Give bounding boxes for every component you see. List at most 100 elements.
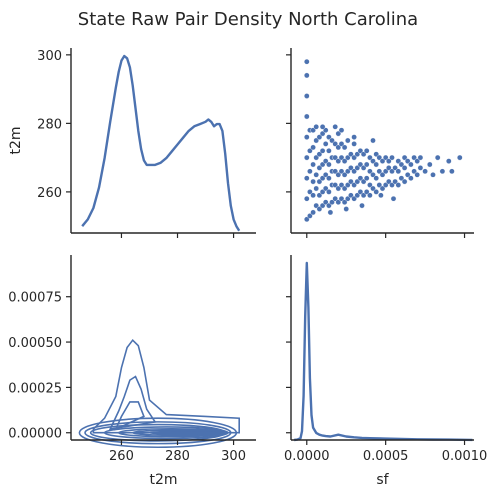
scatter-point: [335, 199, 342, 205]
t2m-density-curve: [81, 54, 241, 232]
y-tick-label: 0.00025: [8, 381, 62, 396]
scatter-point: [313, 124, 320, 130]
kde-contour-peak: [108, 375, 157, 431]
scatter-point: [348, 165, 354, 171]
scatter-point: [307, 147, 313, 154]
scatter-point: [341, 171, 348, 178]
scatter-point: [326, 161, 332, 168]
scatter-point: [303, 113, 310, 120]
scatter-point: [379, 171, 386, 178]
scatter-point: [326, 175, 332, 181]
scatter-point: [363, 175, 370, 181]
scatter-point: [310, 192, 316, 199]
scatter-point: [322, 141, 329, 147]
scatter-point: [367, 192, 373, 199]
scatter-point: [341, 199, 348, 205]
scatter-point: [363, 189, 370, 195]
scatter-point: [316, 178, 323, 185]
scatter-point: [341, 144, 348, 151]
scatter-point: [392, 165, 398, 171]
scatter-point: [401, 154, 408, 161]
panel-sf-kde: 0.0000 0.0005 0.0010 sf: [284, 255, 487, 488]
chart-title: State Raw Pair Density North Carolina: [78, 9, 418, 30]
scatter-point: [332, 124, 339, 130]
scatter-point: [303, 72, 310, 79]
scatter-point: [385, 165, 392, 171]
scatter-point: [367, 154, 373, 161]
y-tick-label: 300: [37, 49, 62, 64]
scatter-point: [376, 154, 383, 161]
scatter-point: [329, 199, 335, 205]
scatter-point: [357, 189, 364, 195]
scatter-point: [303, 175, 310, 181]
scatter-point: [332, 195, 339, 202]
scatter-point: [316, 206, 323, 212]
scatter-point: [322, 158, 329, 164]
scatter-point: [310, 161, 316, 168]
scatter-point: [313, 171, 320, 178]
scatter-point: [338, 141, 345, 147]
y-tick-label: 280: [37, 117, 62, 132]
scatter-point: [335, 158, 342, 164]
scatter-point: [351, 168, 357, 175]
scatter-point: [395, 182, 402, 188]
scatter-point: [310, 144, 316, 151]
scatter-point: [316, 165, 323, 171]
kde-contour-peak: [114, 401, 145, 431]
x-tick-label: 280: [165, 449, 190, 464]
scatter-point: [363, 161, 370, 168]
scatter-point: [408, 161, 414, 168]
scatter-point: [338, 182, 345, 188]
panel-kde-2d: 0.00000 0.00025 0.00050 0.00075 260 280 300 t2m: [8, 255, 256, 488]
panels-group: 260 280 300 t2m 0.00000 0.00025 0.00050 0.00075…: [8, 48, 487, 488]
scatter-point: [379, 158, 386, 164]
scatter-point: [445, 158, 452, 164]
scatter-point: [390, 195, 397, 202]
scatter-point: [398, 175, 405, 181]
scatter-point: [316, 134, 323, 140]
scatter-point: [370, 185, 376, 192]
scatter-point: [359, 202, 365, 209]
scatter-point: [357, 175, 364, 181]
x-tick-label: 0.0010: [442, 449, 488, 464]
scatter-point: [303, 58, 310, 65]
scatter-point: [357, 147, 364, 154]
scatter-point: [326, 147, 332, 154]
scatter-point: [382, 154, 389, 161]
sf-density-curve: [294, 261, 473, 442]
scatter-point: [313, 137, 320, 144]
scatter-point: [348, 178, 354, 185]
scatter-point: [422, 168, 428, 175]
scatter-point: [310, 178, 316, 185]
x-tick-label: 300: [221, 449, 246, 464]
scatter-point: [434, 154, 441, 161]
scatter-point: [401, 165, 408, 171]
scatter-point: [327, 209, 334, 216]
scatter-point: [329, 137, 335, 144]
scatter-point: [449, 168, 455, 175]
scatter-point: [335, 144, 342, 151]
scatter-point: [322, 185, 329, 192]
scatter-point: [332, 182, 339, 188]
scatter-point: [307, 168, 313, 175]
scatter-point: [373, 175, 380, 181]
scatter-point: [316, 192, 323, 199]
scatter-point: [351, 134, 357, 140]
y-axis-label-t2m: t2m: [8, 126, 24, 154]
scatter-point: [338, 168, 345, 175]
scatter-point: [351, 141, 357, 147]
scatter-point: [376, 182, 383, 188]
scatter-point: [373, 189, 380, 195]
scatter-point: [385, 178, 392, 185]
scatter-point: [414, 158, 421, 164]
scatter-point: [319, 124, 326, 130]
scatter-point: [392, 178, 398, 185]
scatter-point: [373, 161, 380, 168]
scatter-point: [303, 134, 310, 140]
scatter-point: [310, 209, 316, 216]
scatter-point: [411, 168, 417, 175]
scatter-point: [426, 161, 433, 168]
kde-contour-peak: [92, 338, 240, 434]
scatter-point: [430, 171, 436, 178]
